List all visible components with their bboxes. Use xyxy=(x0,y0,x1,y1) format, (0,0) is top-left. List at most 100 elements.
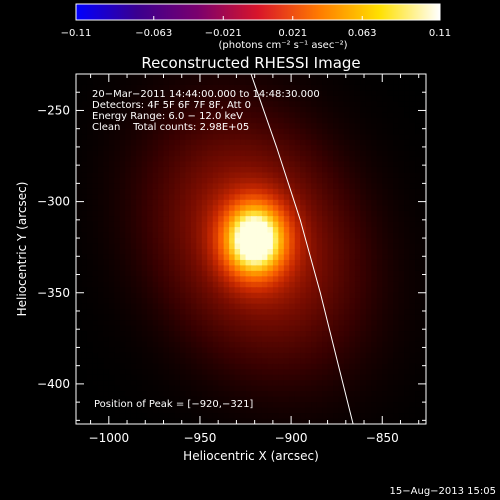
heatmap-pixel xyxy=(420,194,426,201)
heatmap-pixel xyxy=(393,150,400,157)
heatmap-pixel xyxy=(119,188,126,195)
heatmap-pixel xyxy=(168,117,176,124)
heatmap-pixel xyxy=(196,199,203,206)
heatmap-pixel xyxy=(409,292,416,299)
heatmap-pixel xyxy=(360,402,367,409)
heatmap-pixel xyxy=(267,320,274,327)
heatmap-pixel xyxy=(251,221,258,228)
heatmap-pixel xyxy=(147,363,154,370)
heatmap-pixel xyxy=(251,418,258,424)
heatmap-pixel xyxy=(212,259,219,267)
heatmap-pixel xyxy=(108,150,115,157)
heatmap-pixel xyxy=(201,199,208,206)
heatmap-pixel xyxy=(256,303,263,310)
heatmap-pixel xyxy=(343,309,351,316)
heatmap-pixel xyxy=(207,134,214,141)
heatmap-pixel xyxy=(338,216,345,223)
heatmap-pixel xyxy=(404,216,411,223)
heatmap-pixel xyxy=(163,276,170,283)
heatmap-pixel xyxy=(147,123,154,130)
heatmap-pixel xyxy=(256,112,263,119)
heatmap-pixel xyxy=(415,309,422,316)
heatmap-pixel xyxy=(322,150,329,157)
heatmap-pixel xyxy=(365,385,372,392)
heatmap-pixel xyxy=(136,374,143,381)
heatmap-pixel xyxy=(360,363,367,370)
heatmap-pixel xyxy=(114,254,121,261)
heatmap-pixel xyxy=(108,270,115,277)
heatmap-pixel xyxy=(338,413,345,420)
heatmap-pixel xyxy=(322,177,329,184)
heatmap-pixel xyxy=(382,341,389,349)
heatmap-pixel xyxy=(387,150,394,157)
heatmap-pixel xyxy=(185,172,192,179)
heatmap-pixel xyxy=(349,281,356,288)
heatmap-pixel xyxy=(322,347,329,354)
heatmap-pixel xyxy=(141,418,148,424)
heatmap-pixel xyxy=(283,205,290,212)
heatmap-pixel xyxy=(300,139,307,146)
heatmap-pixel xyxy=(103,232,110,239)
heatmap-pixel xyxy=(125,249,132,256)
heatmap-pixel xyxy=(245,298,252,305)
heatmap-pixel xyxy=(420,84,426,92)
heatmap-pixel xyxy=(382,172,389,179)
heatmap-pixel xyxy=(229,402,236,409)
heatmap-pixel xyxy=(278,156,285,163)
heatmap-pixel xyxy=(267,90,274,97)
heatmap-pixel xyxy=(316,194,323,201)
heatmap-pixel xyxy=(168,341,176,349)
heatmap-pixel xyxy=(322,287,329,294)
heatmap-pixel xyxy=(376,101,383,108)
heatmap-pixel xyxy=(300,79,307,86)
heatmap-pixel xyxy=(147,166,154,174)
heatmap-pixel xyxy=(371,292,378,299)
heatmap-pixel xyxy=(81,101,88,108)
heatmap-pixel xyxy=(229,380,236,387)
heatmap-pixel xyxy=(125,79,132,86)
heatmap-pixel xyxy=(119,150,126,157)
heatmap-pixel xyxy=(294,358,301,365)
heatmap-pixel xyxy=(278,314,285,321)
heatmap-pixel xyxy=(338,221,345,228)
heatmap-pixel xyxy=(409,221,416,228)
heatmap-pixel xyxy=(190,341,197,349)
heatmap-pixel xyxy=(212,101,219,108)
heatmap-pixel xyxy=(349,134,356,141)
heatmap-pixel xyxy=(371,74,378,81)
heatmap-pixel xyxy=(86,287,94,294)
heatmap-pixel xyxy=(398,90,405,97)
heatmap-pixel xyxy=(76,407,83,414)
heatmap-pixel xyxy=(92,238,99,245)
heatmap-pixel xyxy=(272,331,279,338)
heatmap-pixel xyxy=(97,216,104,223)
heatmap-pixel xyxy=(420,270,426,277)
heatmap-pixel xyxy=(289,117,296,124)
heatmap-pixel xyxy=(354,205,361,212)
heatmap-pixel xyxy=(141,199,148,206)
heatmap-pixel xyxy=(305,139,312,146)
heatmap-pixel xyxy=(179,418,186,424)
heatmap-pixel xyxy=(196,369,203,376)
heatmap-pixel xyxy=(92,188,99,195)
heatmap-pixel xyxy=(294,172,301,179)
heatmap-pixel xyxy=(311,380,318,387)
heatmap-pixel xyxy=(234,194,241,201)
heatmap-pixel xyxy=(376,309,383,316)
heatmap-pixel xyxy=(251,145,258,152)
heatmap-pixel xyxy=(261,194,269,201)
heatmap-pixel xyxy=(251,199,258,206)
heatmap-pixel xyxy=(179,177,186,184)
heatmap-pixel xyxy=(322,227,329,234)
heatmap-pixel xyxy=(343,380,351,387)
heatmap-pixel xyxy=(333,363,340,370)
heatmap-pixel xyxy=(136,128,143,135)
heatmap-pixel xyxy=(125,270,132,277)
heatmap-pixel xyxy=(119,106,126,113)
heatmap-pixel xyxy=(278,227,285,234)
heatmap-pixel xyxy=(76,391,83,398)
heatmap-pixel xyxy=(163,292,170,299)
heatmap-pixel xyxy=(415,281,422,288)
heatmap-pixel xyxy=(185,331,192,338)
heatmap-pixel xyxy=(185,134,192,141)
